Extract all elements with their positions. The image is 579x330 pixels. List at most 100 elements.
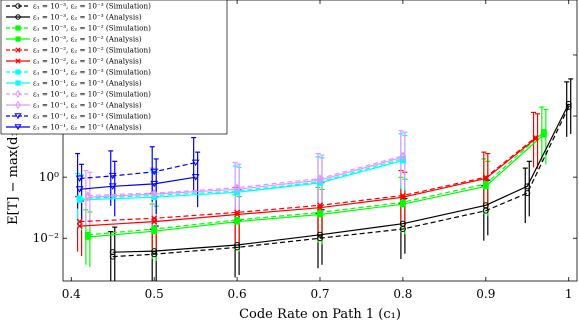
data-point [151,248,158,255]
x-tick-label: 0.9 [476,287,495,301]
legend-marker [15,58,21,64]
plot-area [75,78,574,281]
data-point [84,191,91,200]
data-point [233,184,241,194]
series-6 [76,155,406,202]
data-point [317,231,323,238]
data-point [151,228,158,235]
data-point [399,151,407,161]
data-point [150,168,159,176]
data-point [151,251,158,258]
series-line [79,158,404,200]
data-point [524,183,531,190]
series-9 [84,152,407,202]
legend-label: ε₁ = 10⁻³, ε₂ = 10⁻² (Analysis) [33,35,142,44]
legend-entry: ε₁ = 10⁻³, ε₂ = 10⁻² (Analysis) [6,35,142,44]
legend-marker [15,36,21,42]
legend-label: ε₁ = 10⁻¹, ε₂ = 10⁻³ (Simulation) [33,68,151,77]
data-point [400,201,406,208]
x-tick-label: 1 [565,287,573,301]
series-line [87,155,404,197]
data-point [316,174,324,183]
data-point [151,218,158,225]
data-point [151,188,158,198]
data-point [108,172,117,180]
data-point [482,202,489,209]
data-point [151,189,158,199]
y-tick-label: 10⁻² [33,231,60,245]
legend-marker [14,124,22,131]
legend-entry: ε₁ = 10⁻², ε₂ = 10⁻² (Analysis) [6,57,142,66]
legend-label: ε₁ = 10⁻³, ε₂ = 10⁻² (Simulation) [33,24,151,33]
legend-marker [15,80,21,86]
series-1 [109,100,572,256]
data-point [532,135,539,142]
legend-entry: ε₁ = 10⁻¹, ε₂ = 10⁻³ (Analysis) [6,79,142,88]
legend-entry: ε₁ = 10⁻³, ε₂ = 10⁻³ (Simulation) [6,2,151,11]
legend-entry: ε₁ = 10⁻³, ε₂ = 10⁻² (Simulation) [6,24,151,33]
legend-marker [15,14,21,20]
legend-marker [15,25,21,31]
data-point [150,180,159,188]
legend-marker [15,100,21,110]
legend-label: ε₁ = 10⁻¹, ε₂ = 10⁻³ (Analysis) [33,79,142,88]
x-axis-label: Code Rate on Path 1 (c₁) [239,307,401,322]
series-line [79,176,196,190]
data-point [191,159,200,167]
data-point [399,152,407,162]
legend-label: ε₁ = 10⁻¹, ε₂ = 10⁻² (Simulation) [33,90,151,99]
series-10 [75,159,200,183]
data-point [317,204,323,211]
series-3 [84,131,547,240]
data-point [76,218,83,225]
legend-label: ε₁ = 10⁻³, ε₂ = 10⁻³ (Simulation) [33,2,151,11]
legend: ε₁ = 10⁻³, ε₂ = 10⁻³ (Simulation) ε₁ = 10… [0,0,228,135]
data-point [76,196,83,203]
legend-label: ε₁ = 10⁻², ε₂ = 10⁻² (Analysis) [33,57,142,66]
series-line [112,103,570,253]
legend-entry: ε₁ = 10⁻¹, ε₂ = 10⁻² (Simulation) [6,90,151,99]
x-tick-label: 0.7 [310,287,329,301]
legend-entry: ε₁ = 10⁻¹, ε₂ = 10⁻³ (Simulation) [6,68,151,77]
data-point [109,249,116,256]
data-point [233,183,241,193]
series-line [112,106,570,258]
legend-marker [15,3,21,9]
data-point [316,175,324,185]
legend-label: ε₁ = 10⁻², ε₂ = 10⁻² (Simulation) [33,46,151,55]
data-point [109,253,116,260]
data-point [84,192,91,202]
legend-entry: ε₁ = 10⁻¹, ε₂ = 10⁻¹ (Simulation) [6,112,151,121]
data-point [482,175,489,182]
data-point [532,134,539,141]
data-point [76,223,83,230]
legend-marker [15,69,21,75]
data-point [234,242,241,249]
legend-box [0,0,228,135]
series-line [79,162,196,180]
series-8 [84,151,407,200]
legend-entry: ε₁ = 10⁻¹, ε₂ = 10⁻² (Analysis) [6,101,142,110]
data-point [565,100,572,107]
data-point [399,220,406,227]
x-tick-label: 0.4 [62,287,81,301]
data-point [75,186,84,193]
series-5 [76,135,539,230]
data-point [524,190,531,197]
series-11 [75,174,200,193]
legend-entry: ε₁ = 10⁻¹, ε₂ = 10⁻¹ (Analysis) [6,123,142,132]
data-point [399,194,406,201]
legend-entry: ε₁ = 10⁻³, ε₂ = 10⁻³ (Analysis) [6,13,142,22]
data-point [234,218,240,225]
legend-marker [14,113,22,120]
x-tick-label: 0.6 [228,287,247,301]
legend-marker [15,47,21,53]
data-point [75,175,84,183]
x-tick-label: 0.8 [393,287,412,301]
legend-label: ε₁ = 10⁻¹, ε₂ = 10⁻² (Analysis) [33,101,142,110]
legend-label: ε₁ = 10⁻¹, ε₂ = 10⁻¹ (Simulation) [33,112,151,121]
data-point [317,211,323,218]
x-tick-label: 0.5 [145,287,164,301]
y-tick-label: 10⁰ [39,170,59,184]
